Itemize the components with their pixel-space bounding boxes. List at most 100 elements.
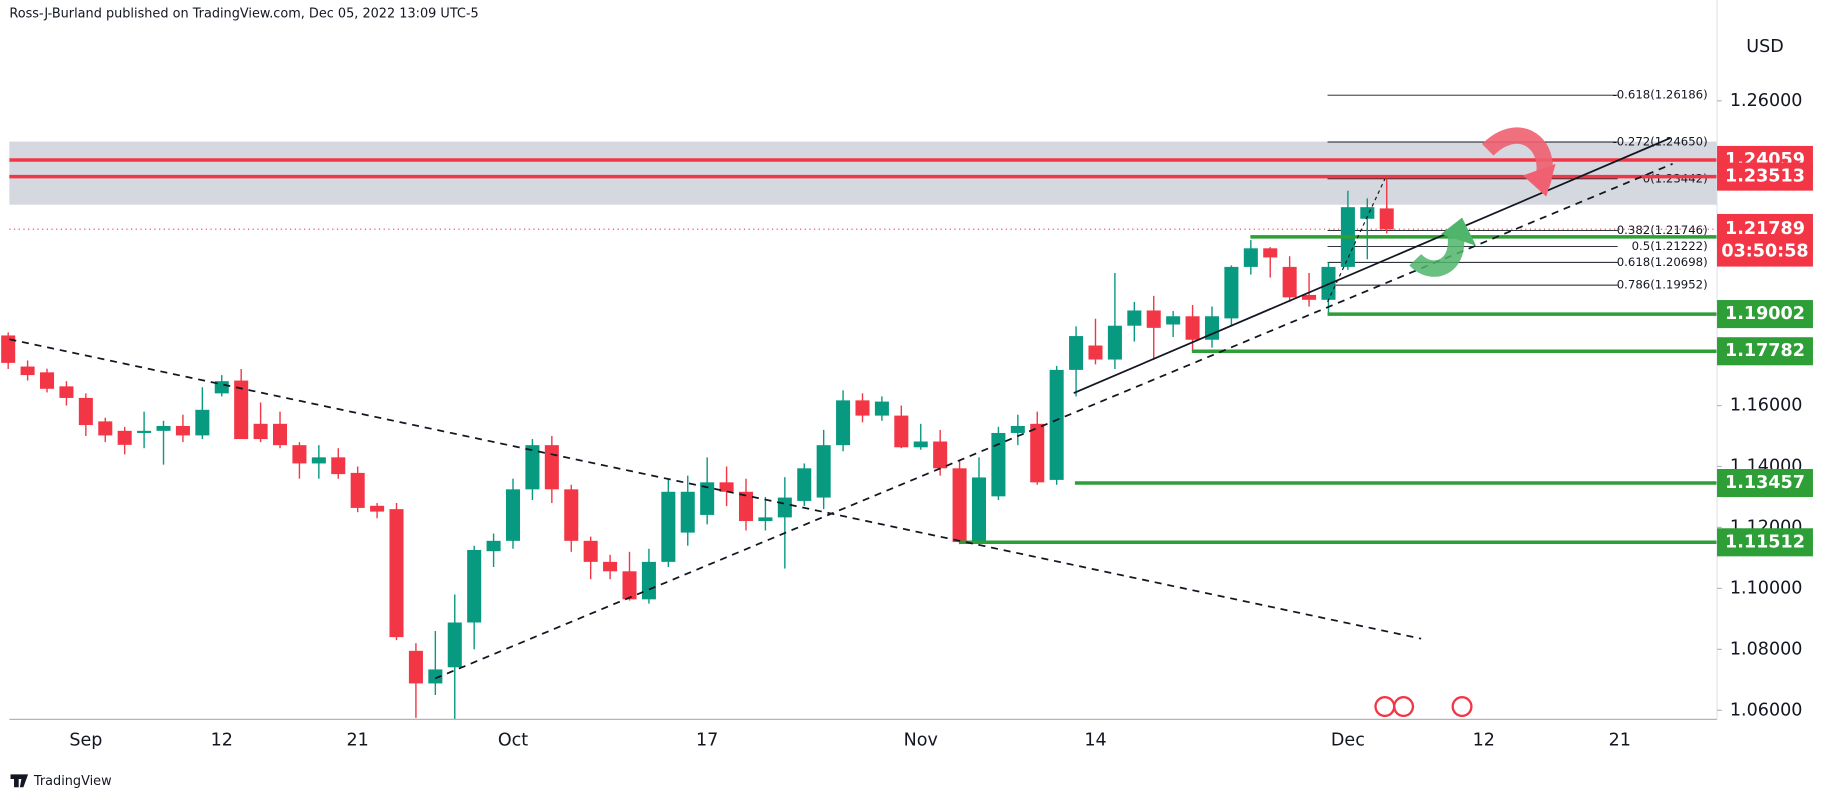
red-arrow-head [1522,163,1556,197]
candle-body [1263,248,1278,258]
y-tick-label: 1.16000 [1730,396,1803,416]
level-label-box [1717,468,1813,498]
green-arrow-head [1441,217,1477,246]
candle-body [1146,310,1161,328]
price-labels: 1.060001.080001.100001.120001.140001.160… [69,91,1813,750]
event-icon [1393,696,1415,718]
candle-body [78,397,93,426]
x-tick-label: Nov [904,730,938,750]
candle-body [661,491,676,562]
fib-trend [1327,178,1386,303]
footer: TradingView [33,774,112,789]
level-label: 1.23513 [1725,167,1805,187]
candle-body [544,445,559,490]
event-icon [1374,696,1396,718]
event-icon [1451,696,1473,718]
y-tick-label: 1.10000 [1730,578,1803,598]
candle-body [1282,266,1297,298]
x-tick-label: Oct [498,730,528,750]
level-label-box [1717,337,1813,366]
candle-body [137,430,152,433]
level-label-box [1717,528,1813,557]
candle-body [913,441,928,448]
resistance-zone [9,141,1718,205]
candle-body [797,468,812,501]
candle-body [447,622,462,668]
candle-body [777,497,792,518]
level-label: 1.13457 [1725,473,1805,493]
candle-body [156,425,171,431]
candle-body [738,491,754,522]
candle-body [1010,425,1025,433]
x-tick-label: Dec [1331,730,1365,750]
candle-body [855,400,870,416]
x-tick-label: 21 [347,730,369,750]
candle-body [40,372,55,389]
currency-label: USD [1746,37,1783,57]
candle-body [1069,336,1084,370]
candle-body [758,517,773,522]
candle-body [311,457,326,464]
y-tick-label: 1.26000 [1730,91,1803,111]
candle-body [933,441,948,469]
candle-body [1,335,16,363]
candle-body [1030,423,1045,483]
candle-body [1166,316,1181,325]
fib-label: -0.618(1.26186) [1613,88,1708,102]
logo [10,774,29,788]
candle-body [1088,345,1103,360]
candle-body [195,409,210,436]
candle-body [253,423,268,440]
candle-body [952,468,967,543]
level-label: 1.19002 [1725,304,1805,324]
trendline [1073,137,1671,394]
candle-body [1302,294,1317,300]
candle-body [680,491,695,533]
x-tick-label: 12 [1473,730,1495,750]
current-price-label: 1.21789 [1725,219,1805,239]
candle-body [20,366,35,376]
candle-body [1360,207,1375,219]
candle-body [234,380,249,440]
trendline [9,338,1422,640]
candle-body [175,425,190,436]
candle-body [894,415,909,448]
fib-label: 0.382(1.21746) [1617,223,1708,237]
candle-body [467,549,482,623]
candle-body [505,489,521,541]
event-icons [1374,696,1473,718]
candle-body [836,400,851,446]
trendlines [9,127,1673,680]
current-price-box [1717,213,1813,267]
candle-body [350,472,365,508]
candle-body [816,445,831,498]
candle-body [1224,266,1239,319]
candle-body [603,561,618,572]
candle-body [564,489,579,541]
x-tick-label: 12 [211,730,233,750]
candle-body [719,482,734,492]
level-label: 1.11512 [1725,532,1805,552]
x-tick-label: 21 [1609,730,1631,750]
candle-body [641,561,656,600]
candle-body [117,430,132,445]
candle-body [1127,310,1142,326]
candle-body [1379,208,1394,230]
candle-body [272,423,288,446]
candle-body [486,540,501,552]
x-tick-label: 17 [696,730,718,750]
fib-label: 0.5(1.21222) [1632,239,1708,253]
level-label: 1.17782 [1725,341,1805,361]
candle-body [700,482,715,515]
countdown-label: 03:50:58 [1721,241,1808,261]
candle-body [1204,316,1220,340]
candle-body [370,505,385,512]
x-tick-label: 14 [1084,730,1106,750]
candle-body [98,421,113,436]
green-arrow [1409,230,1465,277]
y-tick-label: 1.08000 [1730,639,1803,659]
candle-body [1107,325,1122,360]
